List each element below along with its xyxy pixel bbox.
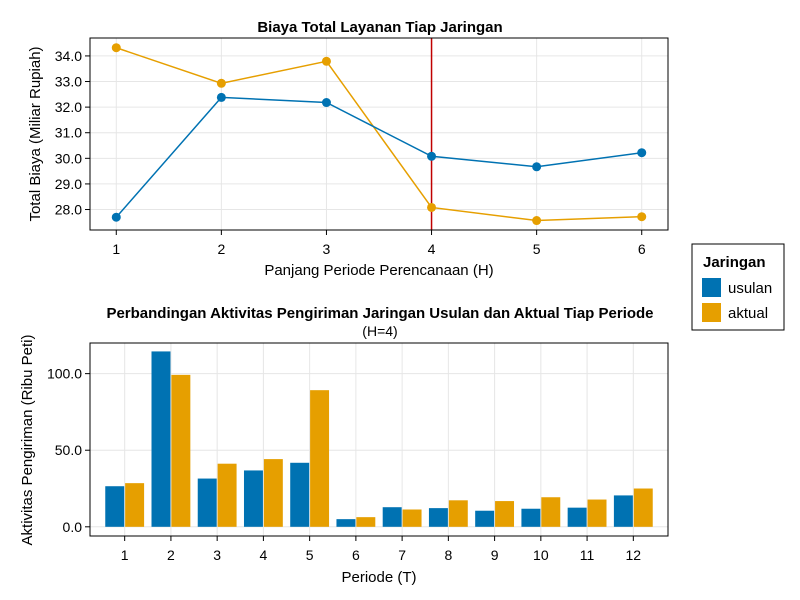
y-tick-label: 31.0	[55, 125, 82, 141]
y-tick-label: 34.0	[55, 48, 82, 64]
x-tick-label: 2	[217, 241, 225, 257]
bar-usulan	[336, 519, 356, 527]
line-chart-y-ticks: 28.0 29.0 30.0 31.0 32.0 33.0 34.0	[55, 48, 90, 218]
y-tick-label: 30.0	[55, 150, 82, 166]
point-usulan	[637, 148, 647, 158]
legend-swatch-aktual	[702, 303, 721, 322]
bar-usulan	[613, 495, 633, 527]
line-chart-title: Biaya Total Layanan Tiap Jaringan	[257, 19, 502, 36]
bar-aktual	[541, 497, 561, 527]
bar-chart-frame	[89, 342, 669, 537]
legend: Jaringan usulan aktual	[691, 243, 785, 331]
legend-label-aktual: aktual	[728, 305, 768, 322]
bar-aktual	[356, 517, 376, 527]
y-tick-label: 100.0	[47, 366, 82, 382]
x-tick-label: 1	[112, 241, 120, 257]
point-aktual	[637, 212, 647, 222]
y-tick-label: 29.0	[55, 176, 82, 192]
bar-aktual	[402, 509, 422, 527]
point-aktual	[532, 216, 542, 226]
bar-usulan	[567, 507, 587, 527]
line-chart-frame	[89, 37, 669, 231]
x-tick-label: 1	[121, 547, 129, 563]
x-tick-label: 5	[533, 241, 541, 257]
bar-aktual	[171, 374, 191, 527]
series-line-usulan	[115, 96, 642, 218]
bar-chart: Perbandingan Aktivitas Pengiriman Jaring…	[19, 305, 669, 586]
legend-title: Jaringan	[703, 254, 766, 271]
line-chart-series	[111, 43, 647, 226]
legend-swatch-usulan	[702, 278, 721, 297]
x-tick-label: 12	[626, 547, 642, 563]
point-usulan	[532, 162, 542, 172]
y-tick-label: 28.0	[55, 202, 82, 218]
point-usulan	[111, 212, 121, 222]
bar-usulan	[151, 351, 171, 527]
bar-usulan	[243, 470, 263, 527]
series-line-aktual	[116, 47, 642, 222]
x-tick-label: 5	[306, 547, 314, 563]
point-usulan	[216, 92, 226, 102]
x-tick-label: 4	[428, 241, 436, 257]
bar-usulan	[521, 508, 541, 527]
bar-aktual	[448, 500, 468, 527]
x-tick-label: 6	[352, 547, 360, 563]
x-tick-label: 7	[398, 547, 406, 563]
y-tick-label: 50.0	[55, 442, 82, 458]
bar-chart-bars	[105, 351, 653, 527]
bar-aktual	[217, 463, 237, 527]
x-tick-label: 8	[444, 547, 452, 563]
bar-aktual	[633, 488, 653, 527]
line-chart-x-ticks: 1 2 3 4 5 6	[112, 230, 646, 257]
point-aktual	[427, 202, 437, 212]
point-aktual	[216, 78, 226, 88]
bar-usulan	[197, 478, 217, 527]
bar-usulan	[382, 507, 402, 527]
bar-aktual	[495, 501, 515, 527]
legend-label-usulan: usulan	[728, 280, 772, 297]
x-tick-label: 2	[167, 547, 175, 563]
x-tick-label: 11	[580, 547, 595, 563]
bar-aktual	[587, 499, 607, 527]
bar-usulan	[428, 508, 448, 527]
line-chart-y-label: Total Biaya (Miliar Rupiah)	[27, 46, 44, 221]
point-usulan	[321, 98, 331, 108]
point-aktual	[111, 43, 121, 53]
bar-aktual	[125, 483, 145, 527]
bar-chart-x-ticks: 1 2 3 4 5 6 7 8 9 10 11 12	[121, 536, 642, 563]
line-chart: Biaya Total Layanan Tiap Jaringan 1 2 3 4 5 6…	[27, 19, 669, 279]
bar-chart-subtitle: (H=4)	[362, 323, 397, 339]
bar-chart-y-ticks: 0.0 50.0 100.0	[47, 366, 90, 535]
x-tick-label: 9	[491, 547, 499, 563]
line-chart-grid	[90, 38, 668, 230]
line-chart-x-label: Panjang Periode Perencanaan (H)	[264, 262, 493, 279]
x-tick-label: 3	[323, 241, 331, 257]
y-tick-label: 32.0	[55, 99, 82, 115]
x-tick-label: 6	[638, 241, 646, 257]
y-tick-label: 33.0	[55, 74, 82, 90]
point-usulan	[427, 151, 437, 161]
y-tick-label: 0.0	[63, 519, 83, 535]
x-tick-label: 10	[533, 547, 549, 563]
x-tick-label: 3	[213, 547, 221, 563]
bar-usulan	[290, 462, 310, 527]
bar-aktual	[310, 390, 330, 527]
bar-usulan	[475, 510, 495, 527]
bar-chart-x-label: Periode (T)	[341, 569, 416, 586]
point-aktual	[321, 56, 331, 66]
bar-usulan	[105, 486, 125, 527]
x-tick-label: 4	[260, 547, 268, 563]
bar-chart-y-label: Aktivitas Pengiriman (Ribu Peti)	[19, 335, 36, 546]
bar-aktual	[263, 459, 283, 527]
bar-chart-title: Perbandingan Aktivitas Pengiriman Jaring…	[106, 305, 653, 322]
